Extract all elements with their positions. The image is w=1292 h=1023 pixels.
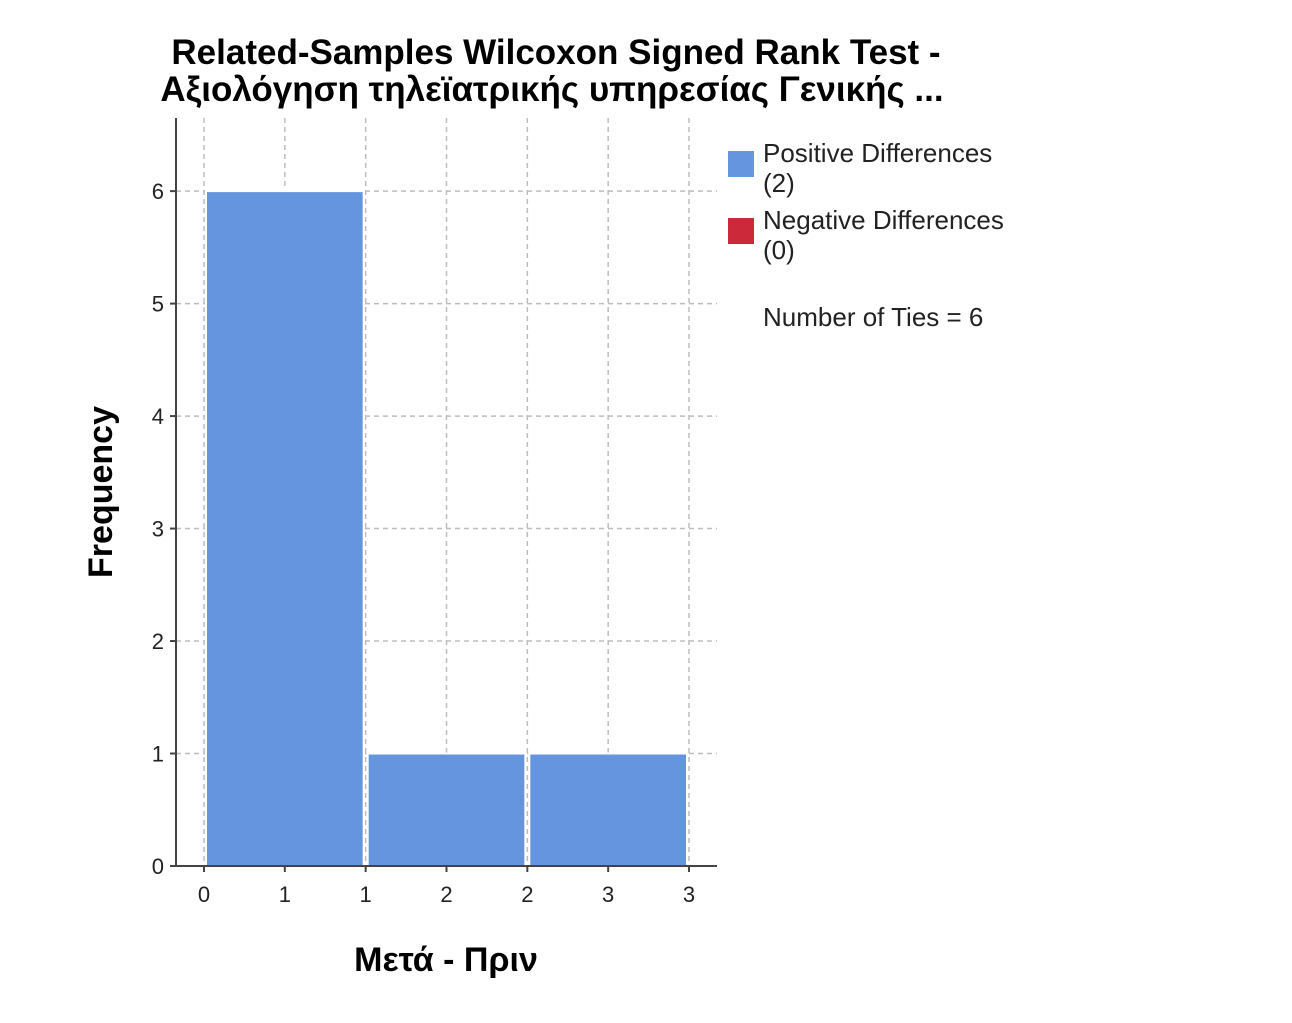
y-tick-label: 5 xyxy=(152,292,164,317)
x-tick-label: 1 xyxy=(360,882,372,907)
y-tick-label: 0 xyxy=(152,854,164,879)
chart-title-line-1: Related-Samples Wilcoxon Signed Rank Tes… xyxy=(171,33,940,72)
x-axis-title: Μετά - Πριν xyxy=(354,941,538,979)
legend-item-count: (2) xyxy=(763,168,795,198)
histogram-bar xyxy=(366,752,527,867)
y-axis-ticks: 0 1 2 3 4 5 6 xyxy=(152,179,176,879)
legend-ties-note: Number of Ties = 6 xyxy=(763,302,983,332)
legend: Positive Differences(2) Negative Differen… xyxy=(728,138,1004,332)
histogram-bar xyxy=(528,752,688,867)
legend-item-label: Negative Differences xyxy=(763,205,1004,235)
x-tick-label: 2 xyxy=(521,882,533,907)
legend-swatch xyxy=(728,218,754,244)
y-tick-label: 2 xyxy=(152,629,164,654)
histogram-bar xyxy=(205,190,365,867)
chart-title-line-2: Αξιολόγηση τηλεϊατρικής υπηρεσίας Γενική… xyxy=(160,70,943,109)
y-tick-label: 1 xyxy=(152,742,164,767)
x-tick-label: 3 xyxy=(683,882,695,907)
x-tick-label: 2 xyxy=(440,882,452,907)
x-tick-label: 1 xyxy=(279,882,291,907)
chart-title: Related-Samples Wilcoxon Signed Rank Tes… xyxy=(160,33,943,109)
x-tick-label: 0 xyxy=(198,882,210,907)
x-tick-label: 3 xyxy=(602,882,614,907)
y-tick-label: 3 xyxy=(152,517,164,542)
legend-item-count: (0) xyxy=(763,235,795,265)
x-axis-ticks: 0 1 1 2 2 3 3 xyxy=(198,866,695,907)
bars xyxy=(205,190,688,867)
legend-item-label: Positive Differences xyxy=(763,138,992,168)
y-tick-label: 4 xyxy=(152,404,164,429)
y-tick-label: 6 xyxy=(152,179,164,204)
legend-swatch xyxy=(728,151,754,177)
y-axis-title: Frequency xyxy=(82,406,120,578)
